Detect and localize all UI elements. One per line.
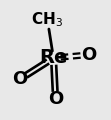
Text: CH$_3$: CH$_3$ — [31, 10, 63, 29]
Text: O: O — [13, 70, 28, 88]
Text: Re: Re — [39, 48, 68, 67]
Text: O: O — [48, 90, 63, 108]
Text: O: O — [82, 46, 97, 64]
